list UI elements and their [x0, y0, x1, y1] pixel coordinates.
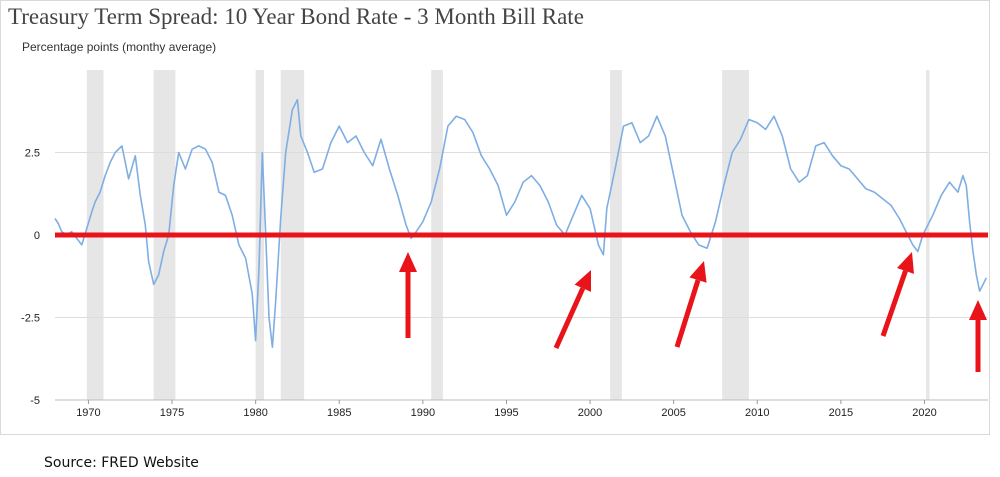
arrow-head — [969, 300, 987, 320]
chart-plot: 2.5 0 -2.5 -5 1970 1975 1980 1985 1990 1995 2000 2… — [21, 70, 988, 419]
x-tick-label: 1975 — [160, 407, 184, 419]
arrow-head — [896, 252, 914, 274]
chart-subtitle: Percentage points (monthy average) — [22, 40, 217, 54]
y-tick-label: -5 — [30, 395, 40, 407]
inversion-arrows — [399, 252, 987, 372]
source-note: Source: FRED Website — [44, 455, 199, 471]
y-tick-label: -2.5 — [21, 313, 40, 325]
y-tick-label: 0 — [34, 230, 40, 242]
arrow-head — [399, 252, 417, 272]
arrow-shaft — [553, 287, 586, 350]
y-tick-label: 2.5 — [25, 148, 40, 160]
x-tick-label: 1990 — [411, 407, 435, 419]
x-tick-label: 2005 — [661, 407, 685, 419]
x-tick-label: 1980 — [243, 407, 267, 419]
arrow-head — [574, 270, 592, 292]
series-line — [54, 98, 988, 349]
arrow-shaft — [674, 279, 701, 348]
chart-title: Treasury Term Spread: 10 Year Bond Rate … — [8, 4, 584, 29]
x-tick-label: 1995 — [494, 407, 518, 419]
x-tick-label: 2010 — [745, 407, 769, 419]
x-tick-label: 2000 — [578, 407, 602, 419]
x-tick-label: 1970 — [76, 407, 100, 419]
x-tick-label: 1985 — [327, 407, 351, 419]
x-tick-label: 2020 — [912, 407, 936, 419]
arrow-head — [689, 261, 707, 283]
arrow-shaft — [880, 270, 908, 337]
x-tick-label: 2015 — [829, 407, 853, 419]
